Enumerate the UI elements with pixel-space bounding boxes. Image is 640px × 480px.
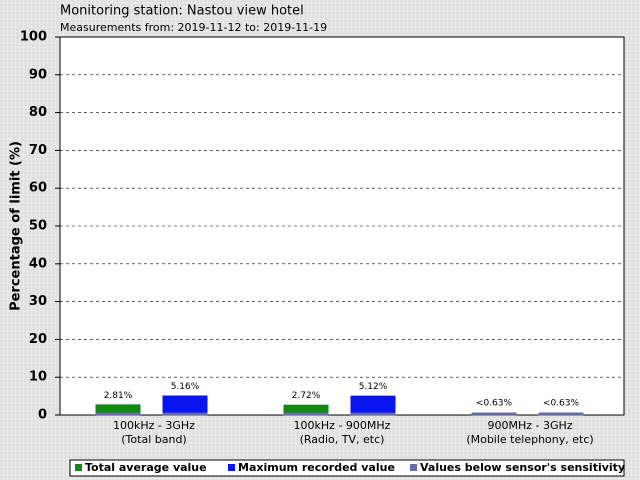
y-tick-label: 100 [20,30,47,45]
value-label: 2.81% [104,391,133,401]
chart-title: Monitoring station: Nastou view hotel [60,4,304,19]
y-tick-label: 90 [29,67,47,82]
legend-label: Values below sensor's sensitivity [420,461,625,474]
bar [162,395,208,415]
value-label: 2.72% [292,391,321,401]
sensitivity-bar [538,412,584,416]
y-tick-label: 20 [29,332,47,347]
value-label: <0.63% [476,399,513,409]
value-label: 5.12% [359,382,388,392]
y-axis-label: Percentage of limit (%) [9,141,24,311]
x-tick-label: 100kHz - 3GHz (Total band) [113,419,195,446]
sensitivity-bar [350,412,396,416]
sensitivity-bar [283,412,329,416]
bar [95,404,141,415]
legend-swatch [228,464,235,471]
bar [350,395,396,415]
legend [69,459,625,477]
value-label: <0.63% [543,399,580,409]
legend-swatch [75,464,82,471]
legend-label: Total average value [85,461,207,474]
sensitivity-bar [162,412,208,416]
chart-subtitle: Measurements from: 2019-11-12 to: 2019-1… [60,21,327,34]
y-tick-label: 70 [29,143,47,158]
sensitivity-bar [95,412,141,416]
y-tick-label: 80 [29,105,47,120]
value-label: 5.16% [171,382,200,392]
sensitivity-bar [471,412,517,416]
y-tick-label: 30 [29,294,47,309]
legend-swatch [410,464,417,471]
y-tick-label: 0 [38,408,47,423]
y-tick-label: 10 [29,370,47,385]
y-tick-label: 40 [29,256,47,271]
x-tick-label: 900MHz - 3GHz (Mobile telephony, etc) [466,419,594,446]
x-tick-label: 100kHz - 900MHz (Radio, TV, etc) [293,419,391,446]
y-tick-label: 60 [29,181,47,196]
y-tick-label: 50 [29,219,47,234]
bar [283,404,329,415]
legend-label: Maximum recorded value [238,461,395,474]
